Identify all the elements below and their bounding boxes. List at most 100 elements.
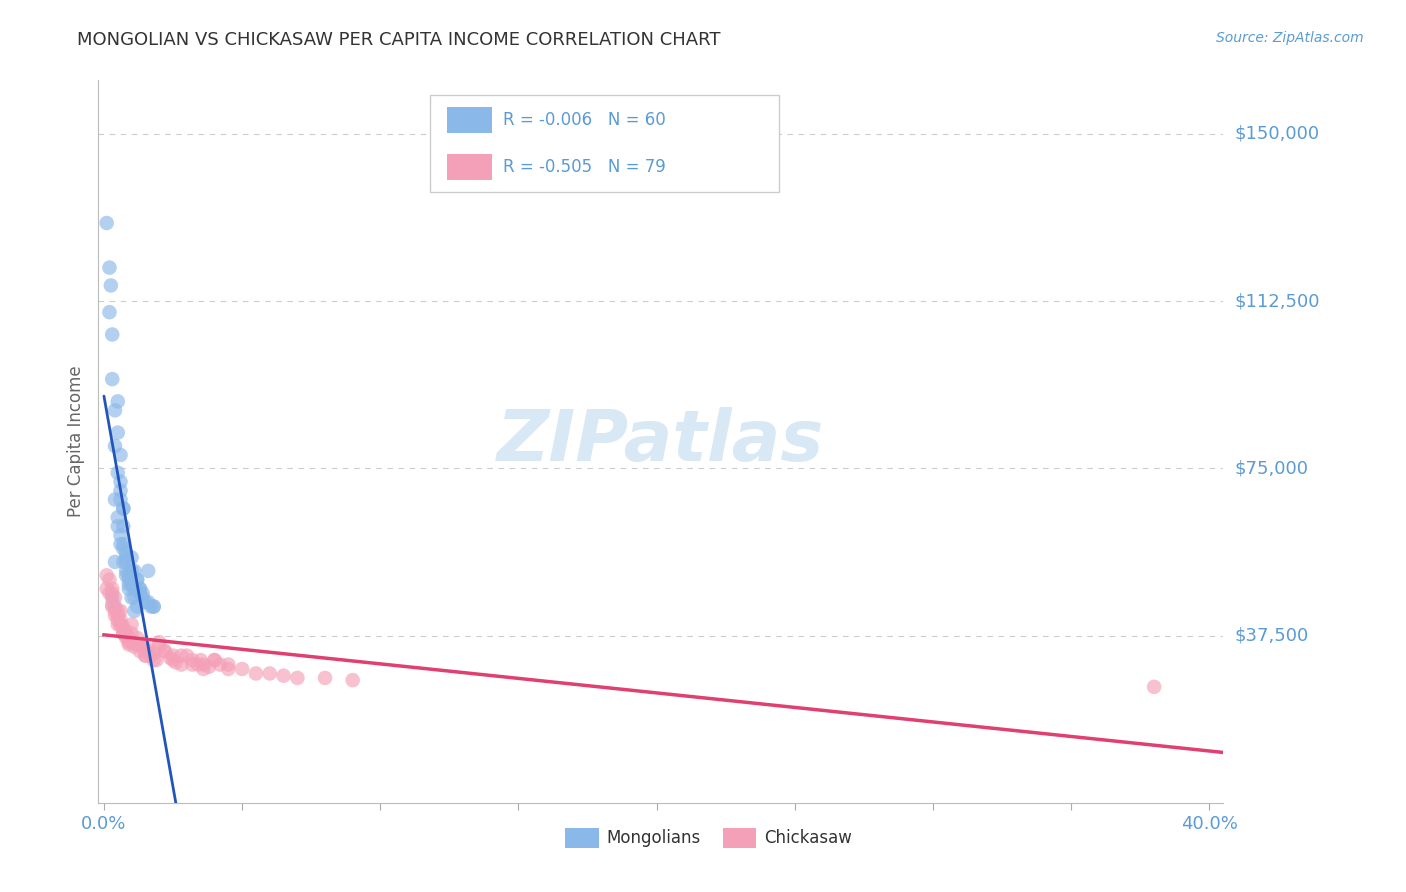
Point xyxy=(314,671,336,685)
Point xyxy=(204,653,226,667)
Point xyxy=(96,582,118,596)
Point xyxy=(136,642,159,657)
Point xyxy=(98,586,121,600)
Point xyxy=(148,635,170,649)
Point xyxy=(100,278,122,293)
Point xyxy=(181,653,204,667)
Point xyxy=(115,631,138,645)
Point xyxy=(107,608,129,623)
Point xyxy=(127,637,149,651)
Point xyxy=(127,599,149,614)
Point xyxy=(104,439,127,453)
Point xyxy=(273,669,295,683)
Point xyxy=(142,599,165,614)
Point xyxy=(107,604,129,618)
Point xyxy=(112,626,135,640)
Text: MONGOLIAN VS CHICKASAW PER CAPITA INCOME CORRELATION CHART: MONGOLIAN VS CHICKASAW PER CAPITA INCOME… xyxy=(77,31,721,49)
Point xyxy=(101,598,124,612)
Point xyxy=(104,604,127,618)
Point xyxy=(112,555,135,569)
Point xyxy=(121,617,143,632)
Point xyxy=(110,537,132,551)
Point xyxy=(136,644,159,658)
Point xyxy=(110,617,132,632)
Point xyxy=(181,657,204,672)
Point xyxy=(115,550,138,565)
Point xyxy=(112,619,135,633)
Point xyxy=(170,648,193,663)
Point xyxy=(124,604,146,618)
Text: $75,000: $75,000 xyxy=(1234,459,1309,477)
Point xyxy=(127,631,149,645)
Point xyxy=(115,628,138,642)
Point xyxy=(287,671,309,685)
Point xyxy=(107,394,129,409)
Point xyxy=(112,519,135,533)
Point xyxy=(131,591,153,605)
Point xyxy=(107,510,129,524)
Point xyxy=(107,617,129,632)
Point xyxy=(115,626,138,640)
Point xyxy=(110,604,132,618)
Point xyxy=(110,613,132,627)
Point xyxy=(98,305,121,319)
Point xyxy=(136,595,159,609)
Bar xyxy=(447,107,492,133)
Point xyxy=(107,613,129,627)
Point xyxy=(128,644,150,658)
Text: Source: ZipAtlas.com: Source: ZipAtlas.com xyxy=(1216,31,1364,45)
Point xyxy=(107,519,129,533)
Point xyxy=(142,646,165,660)
Text: Chickasaw: Chickasaw xyxy=(765,830,852,847)
FancyBboxPatch shape xyxy=(430,95,779,193)
Point xyxy=(98,573,121,587)
Point xyxy=(176,648,198,663)
Bar xyxy=(565,828,599,848)
Point xyxy=(115,546,138,560)
Point xyxy=(101,599,124,614)
Point xyxy=(121,564,143,578)
Point xyxy=(104,555,127,569)
Point xyxy=(342,673,364,688)
Point xyxy=(101,372,124,386)
Point xyxy=(124,582,146,596)
Bar xyxy=(447,154,492,180)
Text: $112,500: $112,500 xyxy=(1234,292,1320,310)
Point xyxy=(165,655,187,669)
Point xyxy=(131,640,153,654)
Point xyxy=(118,635,141,649)
Point xyxy=(112,541,135,556)
Point xyxy=(104,403,127,417)
Point xyxy=(128,582,150,596)
Point xyxy=(96,216,118,230)
Point xyxy=(110,475,132,489)
Point xyxy=(1143,680,1166,694)
Point xyxy=(162,653,184,667)
Point xyxy=(259,666,281,681)
Point xyxy=(142,653,165,667)
Text: Mongolians: Mongolians xyxy=(607,830,702,847)
Point xyxy=(112,537,135,551)
Point xyxy=(121,591,143,605)
Point xyxy=(136,564,159,578)
Point xyxy=(145,653,167,667)
Point xyxy=(128,586,150,600)
Point xyxy=(104,599,127,614)
Point xyxy=(98,260,121,275)
Point xyxy=(104,608,127,623)
Point xyxy=(153,644,176,658)
Point xyxy=(121,550,143,565)
Point xyxy=(121,577,143,591)
Point xyxy=(115,564,138,578)
Point xyxy=(118,582,141,596)
Point xyxy=(131,586,153,600)
Point xyxy=(101,582,124,596)
Point xyxy=(134,648,156,663)
Point xyxy=(115,626,138,640)
Point xyxy=(193,662,215,676)
Point xyxy=(118,631,141,645)
Point xyxy=(134,648,156,663)
Point xyxy=(110,448,132,462)
Point xyxy=(118,577,141,591)
Point xyxy=(217,662,239,676)
